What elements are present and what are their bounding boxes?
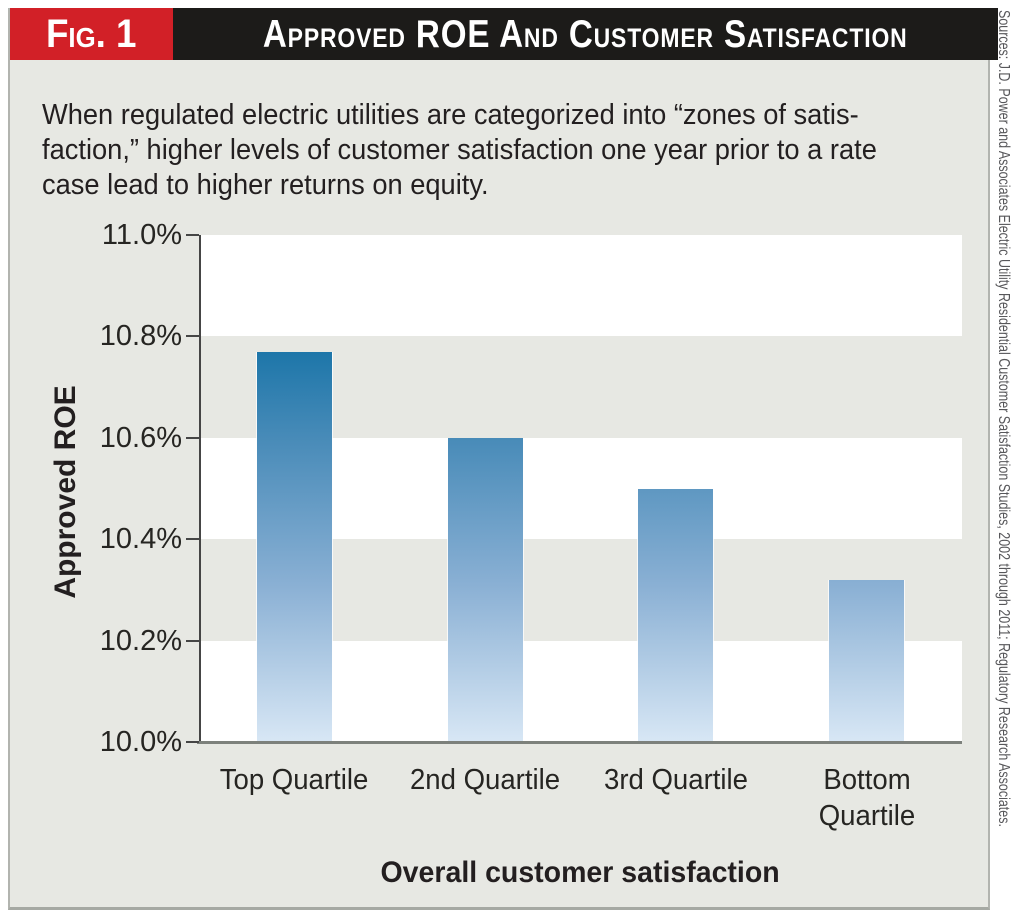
figure-content-box: Fig. 1 Approved ROE And Customer Satisfa… [8,8,998,910]
bar-chart: Approved ROE 10.0% 10.2% 10.4% 10.6% 10.8% 11… [10,8,992,910]
plot-area [199,235,962,742]
background-band [199,235,962,337]
x-tick-label: Top Quartile [194,762,394,798]
x-tick-label: 2nd Quartile [385,762,585,798]
x-axis-title-text: Overall customer satisfaction [380,856,781,889]
x-tick-label: 3rd Quartile [576,762,776,798]
source-note: Sources: J.D. Power and Associates Elect… [995,10,1012,827]
figure-title-bar: Approved ROE And Customer Satisfaction [173,8,998,60]
bar [637,488,715,742]
x-tick-label: Bottom Quartile [767,762,967,834]
x-tick-label-line: 2nd Quartile [410,764,561,796]
x-axis-title: Overall customer satisfaction [199,856,962,890]
y-tick-label: 10.8% [99,320,182,353]
y-axis-tick [186,639,199,642]
y-axis-tick [186,234,199,236]
x-axis-baseline [197,741,962,744]
y-tick-label: 10.4% [99,523,182,556]
x-tick-label-line: Quartile [818,800,915,832]
bar [255,351,333,742]
x-tick-label-line: Bottom [822,764,911,796]
figure-description: When regulated electric utilities are ca… [42,98,930,203]
description-line: case lead to higher returns on equity. [42,169,489,201]
y-tick-label: 10.0% [99,726,182,758]
y-tick-label: 10.2% [99,624,182,657]
y-tick-label: 11.0% [101,219,182,251]
y-axis-tick [186,538,199,541]
figure-header: Fig. 1 Approved ROE And Customer Satisfa… [10,8,998,60]
y-tick-label: 10.6% [99,421,182,454]
figure-number-label: Fig. 1 [46,12,137,56]
y-axis-tick [186,741,199,743]
description-line: faction,” higher levels of customer sati… [42,134,877,166]
y-axis-title: Approved ROE [49,385,82,599]
description-line: When regulated electric utilities are ca… [42,99,859,131]
figure-number-badge: Fig. 1 [10,8,173,60]
figure-title: Approved ROE And Customer Satisfaction [263,12,908,56]
y-axis-line [199,235,201,742]
bar [446,437,524,742]
y-axis-tick [186,335,199,338]
x-tick-label-line: 3rd Quartile [603,764,748,796]
y-axis-tick [186,436,199,439]
x-tick-label-line: Top Quartile [220,764,369,796]
bar [828,579,906,742]
